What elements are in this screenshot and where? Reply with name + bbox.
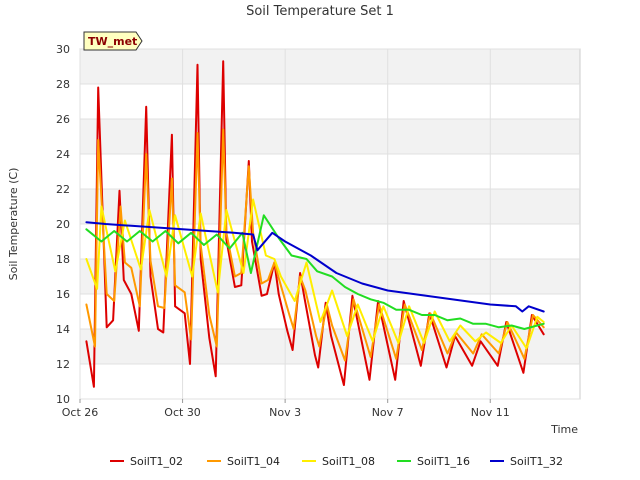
legend-label: SoilT1_08	[322, 455, 375, 468]
plot-band	[80, 224, 580, 259]
legend-label: SoilT1_04	[227, 455, 280, 468]
plot-band	[80, 189, 580, 224]
plot-band	[80, 154, 580, 189]
plot-band	[80, 49, 580, 84]
y-tick-label: 14	[56, 323, 70, 336]
site-badge: TW_met	[83, 31, 143, 51]
y-tick-label: 20	[56, 218, 70, 231]
y-tick-label: 18	[56, 253, 70, 266]
x-tick-label: Oct 30	[164, 406, 201, 419]
y-tick-label: 10	[56, 393, 70, 406]
y-tick-label: 26	[56, 113, 70, 126]
series-line-soilt1_16	[85, 214, 545, 330]
legend-label: SoilT1_02	[130, 455, 183, 468]
plot-band	[80, 84, 580, 119]
x-axis-ticks: Oct 26 Oct 30 Nov 3 Nov 7 Nov 11	[62, 399, 510, 419]
plot-band	[80, 364, 580, 399]
x-tick-label: Oct 26	[62, 406, 99, 419]
x-tick-label: Nov 11	[471, 406, 510, 419]
x-tick-label: Nov 7	[372, 406, 404, 419]
series-line-soilt1_04	[85, 128, 545, 362]
y-tick-label: 24	[56, 148, 70, 161]
y-tick-label: 12	[56, 358, 70, 371]
legend-item-soilt1_02: SoilT1_02	[110, 455, 183, 468]
y-axis-ticks: 10 12 14 16 18 20 22 24 26 28 30	[56, 43, 70, 406]
y-tick-label: 16	[56, 288, 70, 301]
legend-label: SoilT1_32	[510, 455, 563, 468]
legend-item-soilt1_04: SoilT1_04	[207, 455, 280, 468]
y-axis-title: Soil Temperature (C)	[7, 168, 20, 281]
site-badge-shape	[83, 31, 143, 51]
series-line-soilt1_32	[85, 221, 545, 313]
legend-item-soilt1_16: SoilT1_16	[397, 455, 470, 468]
site-badge-label: TW_met	[88, 35, 137, 48]
x-axis-title: Time	[550, 423, 578, 436]
y-tick-label: 28	[56, 78, 70, 91]
series-line-soilt1_08	[85, 198, 545, 350]
plot-band	[80, 119, 580, 154]
series-lines	[85, 60, 545, 388]
y-tick-label: 22	[56, 183, 70, 196]
x-tick-label: Nov 3	[269, 406, 301, 419]
legend-item-soilt1_32: SoilT1_32	[490, 455, 563, 468]
y-tick-label: 30	[56, 43, 70, 56]
legend-label: SoilT1_16	[417, 455, 470, 468]
legend-item-soilt1_08: SoilT1_08	[302, 455, 375, 468]
legend: SoilT1_02 SoilT1_04 SoilT1_08 SoilT1_16 Soil…	[110, 455, 563, 468]
chart-title: Soil Temperature Set 1	[246, 4, 394, 19]
